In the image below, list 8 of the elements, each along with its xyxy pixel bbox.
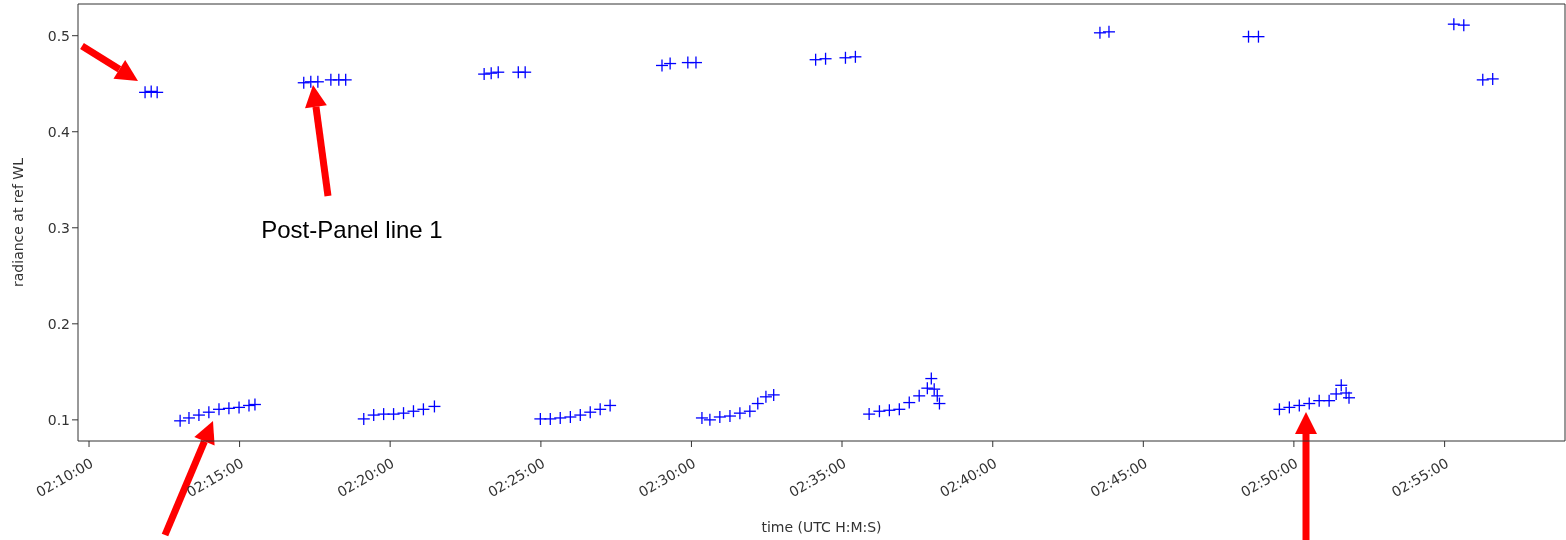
y-tick-label: 0.2 bbox=[47, 315, 70, 332]
y-tick-label: 0.3 bbox=[47, 219, 70, 236]
y-tick-label: 0.1 bbox=[47, 411, 70, 428]
y-axis-title: radiance at ref WL bbox=[9, 157, 26, 287]
x-axis-title: time (UTC H:M:S) bbox=[761, 519, 882, 535]
annotation: Post-Panel line 1 bbox=[261, 216, 443, 243]
y-tick-label: 0.4 bbox=[47, 123, 71, 140]
y-tick-label: 0.5 bbox=[47, 27, 70, 44]
